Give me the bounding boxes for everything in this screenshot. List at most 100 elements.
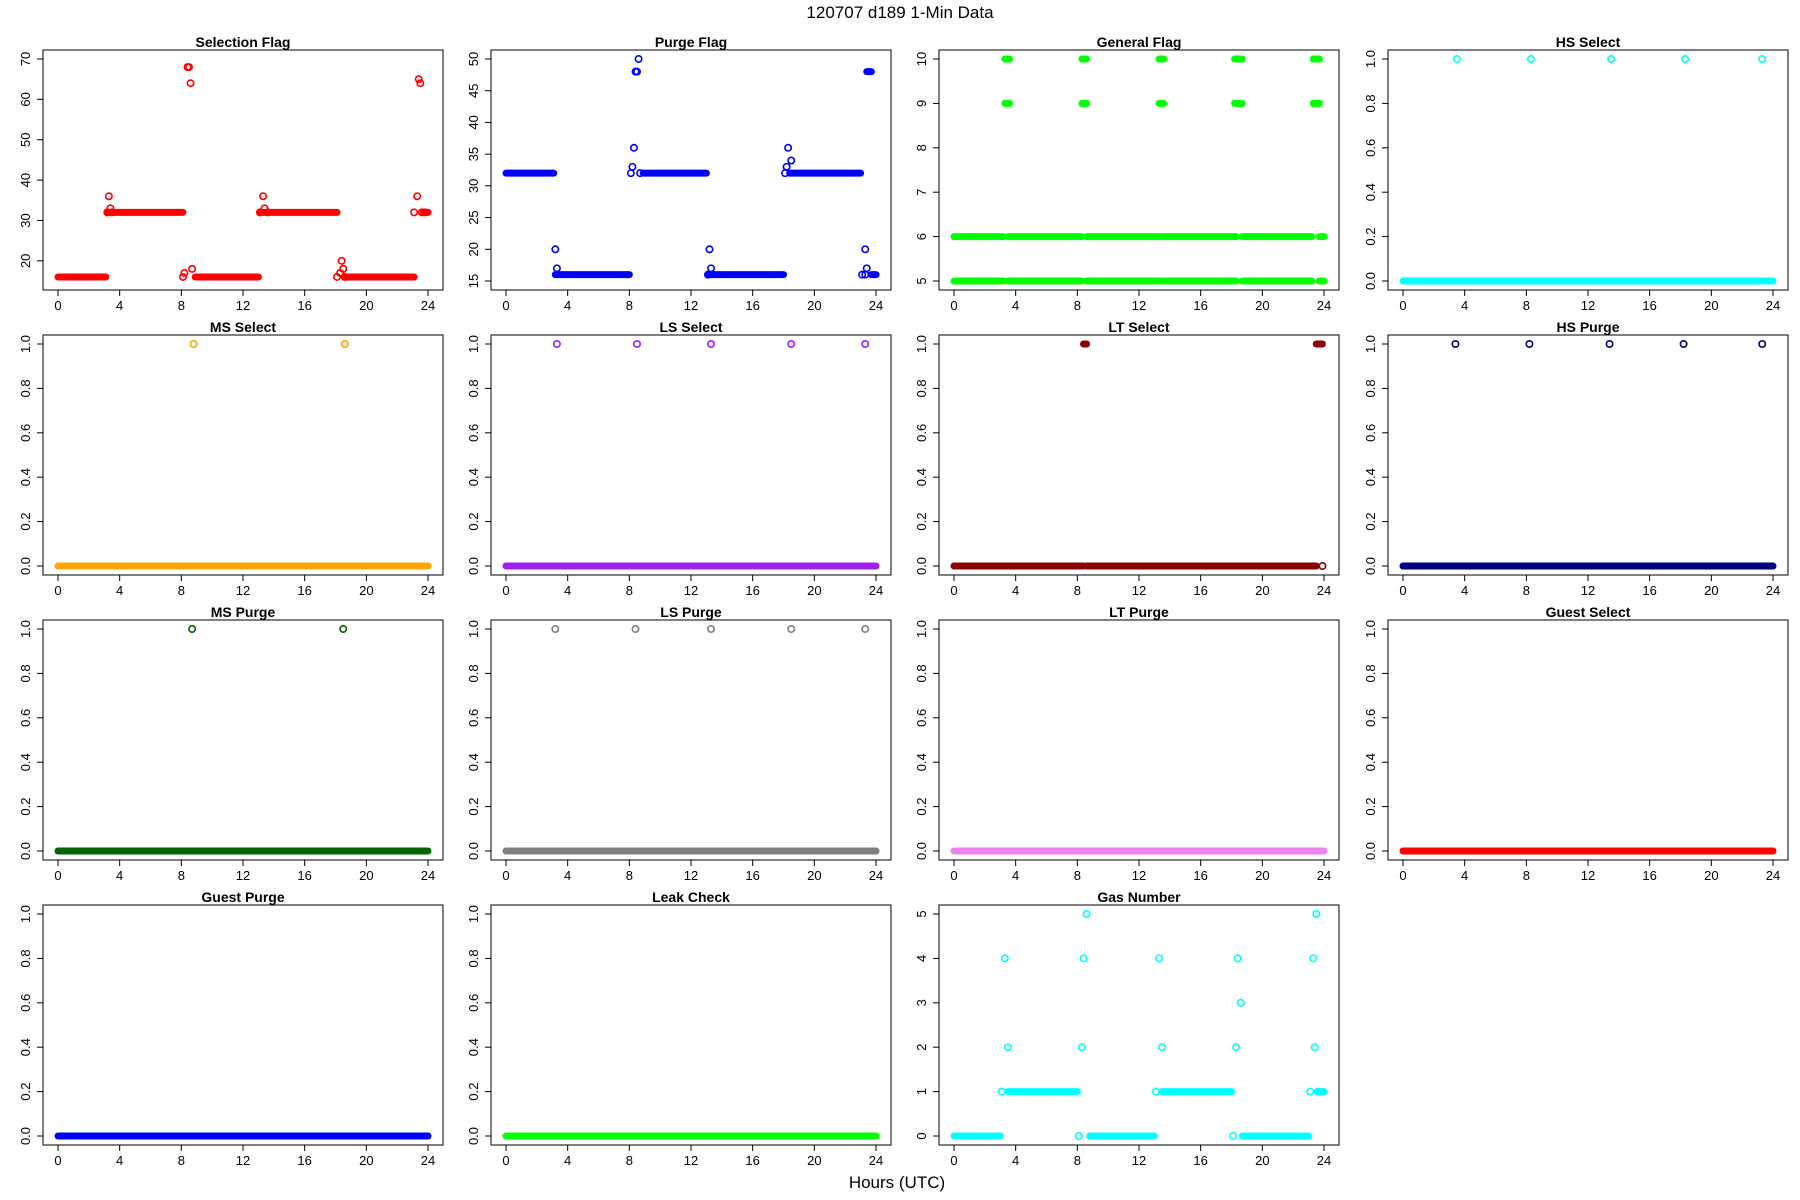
y-tick-label: 9 xyxy=(914,100,929,107)
data-point xyxy=(626,169,635,178)
x-tick-label: 8 xyxy=(1074,868,1081,883)
x-tick-label: 4 xyxy=(564,583,571,598)
y-tick-label: 15 xyxy=(466,274,481,288)
x-tick-label: 20 xyxy=(807,1153,821,1168)
chart-panel-11: LT Purge 0 4 8 12 16 20 24 0.0 0.2 0.4 0.6 0.8 1.0 xyxy=(914,604,1340,883)
x-tick-label: 8 xyxy=(178,868,185,883)
data-point xyxy=(1451,339,1460,348)
plot-frame xyxy=(938,904,1340,1146)
data-point xyxy=(1306,1087,1315,1096)
x-tick-label: 4 xyxy=(116,1153,123,1168)
plot-frame xyxy=(490,619,892,861)
x-tick-label: 4 xyxy=(116,298,123,313)
y-tick-label: 0.6 xyxy=(18,424,33,442)
y-tick-label: 0.2 xyxy=(18,1083,33,1101)
x-tick-label: 0 xyxy=(950,1153,957,1168)
plot-frame xyxy=(1387,619,1789,861)
x-tick-label: 24 xyxy=(1317,1153,1331,1168)
plot-frame xyxy=(42,49,444,291)
x-tick-label: 4 xyxy=(1461,583,1468,598)
x-tick-label: 0 xyxy=(1399,298,1406,313)
data-point xyxy=(1605,339,1614,348)
panel-title: HS Select xyxy=(1556,34,1621,50)
y-tick-label: 0.4 xyxy=(1363,753,1378,771)
data-point xyxy=(629,143,638,152)
data-point xyxy=(552,264,561,273)
x-tick-label: 8 xyxy=(626,583,633,598)
y-tick-label: 1.0 xyxy=(466,335,481,353)
data-point xyxy=(1310,1043,1319,1052)
y-tick-label: 50 xyxy=(466,52,481,66)
y-tick-label: 2 xyxy=(914,1044,929,1051)
chart-panel-10: LS Purge 0 4 8 12 16 20 24 0.0 0.2 0.4 0.6 0.8 1.0 xyxy=(466,604,892,883)
data-point xyxy=(106,204,115,213)
x-tick-label: 8 xyxy=(1523,868,1530,883)
y-tick-label: 0 xyxy=(914,1132,929,1139)
x-tick-label: 24 xyxy=(869,583,883,598)
y-tick-label: 0.4 xyxy=(1363,468,1378,486)
y-tick-label: 1.0 xyxy=(914,335,929,353)
x-tick-label: 12 xyxy=(1132,298,1146,313)
data-point xyxy=(552,339,561,348)
data-point xyxy=(188,264,197,273)
y-tick-label: 0.8 xyxy=(18,664,33,682)
data-point xyxy=(997,1087,1006,1096)
data-point xyxy=(705,245,714,254)
data-point xyxy=(1151,1087,1160,1096)
panel-title: Guest Purge xyxy=(201,889,284,905)
x-tick-label: 12 xyxy=(1132,868,1146,883)
y-tick-label: 0.8 xyxy=(466,949,481,967)
x-tick-label: 24 xyxy=(421,1153,435,1168)
y-tick-label: 1.0 xyxy=(18,335,33,353)
y-tick-label: 0.0 xyxy=(466,557,481,575)
panel-title: LS Select xyxy=(659,319,722,335)
y-tick-label: 45 xyxy=(466,83,481,97)
x-tick-label: 8 xyxy=(626,1153,633,1168)
y-tick-label: 0.2 xyxy=(18,798,33,816)
y-tick-label: 0.6 xyxy=(18,709,33,727)
panel-title: General Flag xyxy=(1097,34,1182,50)
x-tick-label: 16 xyxy=(1642,868,1656,883)
plot-frame xyxy=(938,619,1340,861)
y-tick-label: 0.8 xyxy=(1363,379,1378,397)
data-point xyxy=(189,339,198,348)
data-point xyxy=(337,256,346,265)
y-tick-label: 0.2 xyxy=(914,798,929,816)
x-tick-label: 24 xyxy=(1766,298,1780,313)
y-tick-label: 0.8 xyxy=(1363,664,1378,682)
x-tick-label: 16 xyxy=(1193,868,1207,883)
y-tick-label: 20 xyxy=(18,254,33,268)
data-point xyxy=(413,192,422,201)
x-tick-label: 0 xyxy=(950,583,957,598)
data-point xyxy=(1758,339,1767,348)
x-tick-label: 16 xyxy=(297,583,311,598)
panel-title: MS Select xyxy=(210,319,276,335)
data-point xyxy=(1077,1043,1086,1052)
data-point xyxy=(551,624,560,633)
x-tick-label: 8 xyxy=(1074,583,1081,598)
y-tick-label: 0.2 xyxy=(466,513,481,531)
x-tick-label: 20 xyxy=(359,298,373,313)
x-tick-label: 0 xyxy=(1399,868,1406,883)
y-tick-label: 40 xyxy=(18,173,33,187)
x-tick-label: 4 xyxy=(1012,298,1019,313)
y-tick-label: 0.8 xyxy=(18,949,33,967)
data-point xyxy=(633,339,642,348)
chart-panel-8: HS Purge 0 4 8 12 16 20 24 0.0 0.2 0.4 0.6 0.8 1.0 xyxy=(1363,319,1789,598)
y-tick-label: 0.6 xyxy=(466,709,481,727)
y-tick-label: 0.0 xyxy=(18,557,33,575)
y-tick-label: 0.2 xyxy=(466,798,481,816)
x-tick-label: 16 xyxy=(297,298,311,313)
data-point xyxy=(1679,339,1688,348)
x-tick-label: 16 xyxy=(297,1153,311,1168)
panel-title: Guest Select xyxy=(1546,604,1631,620)
data-point xyxy=(1758,54,1767,63)
y-tick-label: 0.2 xyxy=(1363,798,1378,816)
x-tick-label: 16 xyxy=(745,1153,759,1168)
x-tick-label: 12 xyxy=(236,868,250,883)
data-point xyxy=(1313,1087,1322,1096)
x-tick-label: 16 xyxy=(1193,583,1207,598)
y-tick-label: 0.6 xyxy=(466,424,481,442)
x-tick-label: 24 xyxy=(421,298,435,313)
x-tick-label: 16 xyxy=(745,868,759,883)
